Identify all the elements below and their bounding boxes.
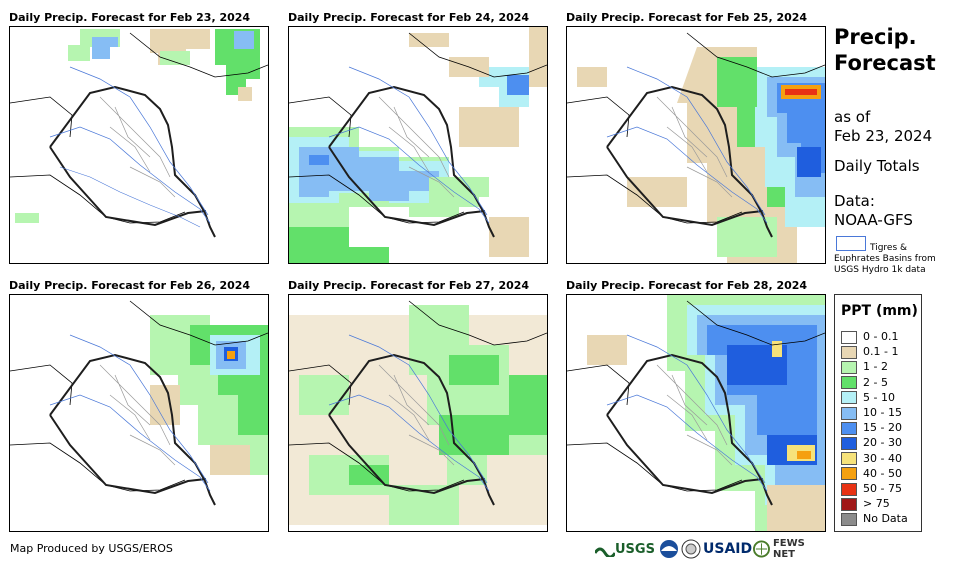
precip-layer [150, 315, 268, 475]
legend-swatch [841, 376, 857, 390]
precip-layer [289, 305, 547, 525]
panel-title-5: Daily Precip. Forecast for Feb 27, 2024 [288, 279, 530, 292]
legend-item: 50 - 75 [841, 482, 902, 497]
as-of-label: as of [834, 108, 871, 126]
partner-logos: USGS USAID FEWS NET [595, 538, 827, 560]
legend-swatch [841, 345, 857, 359]
data-source: NOAA-GFS [834, 211, 913, 229]
legend-label: 1 - 2 [863, 360, 888, 374]
footer-credit: Map Produced by USGS/EROS [10, 542, 173, 555]
legend-item: 0 - 0.1 [841, 330, 898, 345]
precip-layer [289, 27, 547, 263]
legend-label: 0.1 - 1 [863, 345, 899, 359]
legend-label: 50 - 75 [863, 482, 902, 495]
legend-swatch [841, 436, 857, 450]
basin-text-line1: Tigres & [870, 243, 908, 253]
basin-text-line2: Euphrates Basins from [834, 254, 936, 264]
legend-item: 5 - 10 [841, 391, 895, 406]
daily-totals-label: Daily Totals [834, 157, 920, 175]
legend-label: 15 - 20 [863, 421, 902, 435]
legend-swatch [841, 330, 857, 344]
legend-label: No Data [863, 512, 908, 526]
forecast-map-feb-23 [9, 26, 269, 264]
legend-label: 30 - 40 [863, 451, 902, 465]
forecast-map-feb-26 [9, 294, 269, 532]
forecast-date: Feb 23, 2024 [834, 127, 933, 145]
doc-seal-logo [681, 538, 701, 560]
legend-item: > 75 [841, 497, 890, 512]
precip-layer [587, 295, 825, 531]
legend-item: 2 - 5 [841, 376, 888, 391]
panel-title-6: Daily Precip. Forecast for Feb 28, 2024 [566, 279, 808, 292]
legend-item: 40 - 50 [841, 467, 902, 482]
legend-swatch [841, 391, 857, 405]
fews-net-logo: FEWS NET [753, 538, 827, 560]
legend-label: 5 - 10 [863, 390, 895, 404]
panel-title-4: Daily Precip. Forecast for Feb 26, 2024 [9, 279, 251, 292]
legend-swatch [841, 497, 857, 511]
usgs-logo: USGS [595, 538, 655, 560]
legend-swatch [841, 452, 857, 466]
legend-swatch [841, 467, 857, 481]
forecast-map-feb-25 [566, 26, 826, 264]
legend-item: 1 - 2 [841, 360, 888, 375]
legend-label: > 75 [863, 497, 890, 511]
legend-swatch [841, 512, 857, 526]
legend-item: 30 - 40 [841, 452, 902, 467]
legend-item: 0.1 - 1 [841, 345, 898, 360]
forecast-map-feb-27 [288, 294, 548, 532]
legend-label: 10 - 15 [863, 406, 902, 419]
sidebar-title-line1: Precip. [834, 25, 917, 49]
basin-text-line3: USGS Hydro 1k data [834, 265, 926, 275]
data-label: Data: [834, 192, 875, 210]
legend-swatch [841, 360, 857, 374]
usaid-logo: USAID [703, 538, 752, 560]
legend-label: 2 - 5 [863, 375, 888, 389]
noaa-logo [659, 538, 679, 560]
precip-layer [15, 29, 260, 223]
legend-label: 20 - 30 [863, 436, 902, 450]
sidebar-title-line2: Forecast [834, 51, 936, 75]
forecast-map-feb-24 [288, 26, 548, 264]
legend-item: 10 - 15 [841, 406, 902, 421]
fews-net-logo-text: FEWS NET [772, 538, 805, 560]
usaid-logo-text: USAID [703, 541, 753, 557]
legend-item: No Data [841, 512, 908, 527]
legend-swatch [841, 482, 857, 496]
legend-swatch [841, 421, 857, 435]
legend-item: 15 - 20 [841, 421, 902, 436]
panel-title-1: Daily Precip. Forecast for Feb 23, 2024 [9, 11, 251, 24]
sidebar-title: Precip. Forecast [834, 24, 936, 76]
precip-layer [577, 47, 825, 263]
legend-item: 20 - 30 [841, 436, 902, 451]
legend-swatch [841, 406, 857, 420]
legend-label: 40 - 50 [863, 466, 902, 480]
panel-title-3: Daily Precip. Forecast for Feb 25, 2024 [566, 11, 808, 24]
legend-label: 0 - 0.1 [863, 330, 899, 343]
forecast-map-feb-28 [566, 294, 826, 532]
panel-title-2: Daily Precip. Forecast for Feb 24, 2024 [288, 11, 530, 24]
basin-legend-swatch [836, 236, 866, 251]
usgs-logo-text: USGS [615, 541, 655, 557]
legend-title: PPT (mm) [841, 303, 918, 319]
